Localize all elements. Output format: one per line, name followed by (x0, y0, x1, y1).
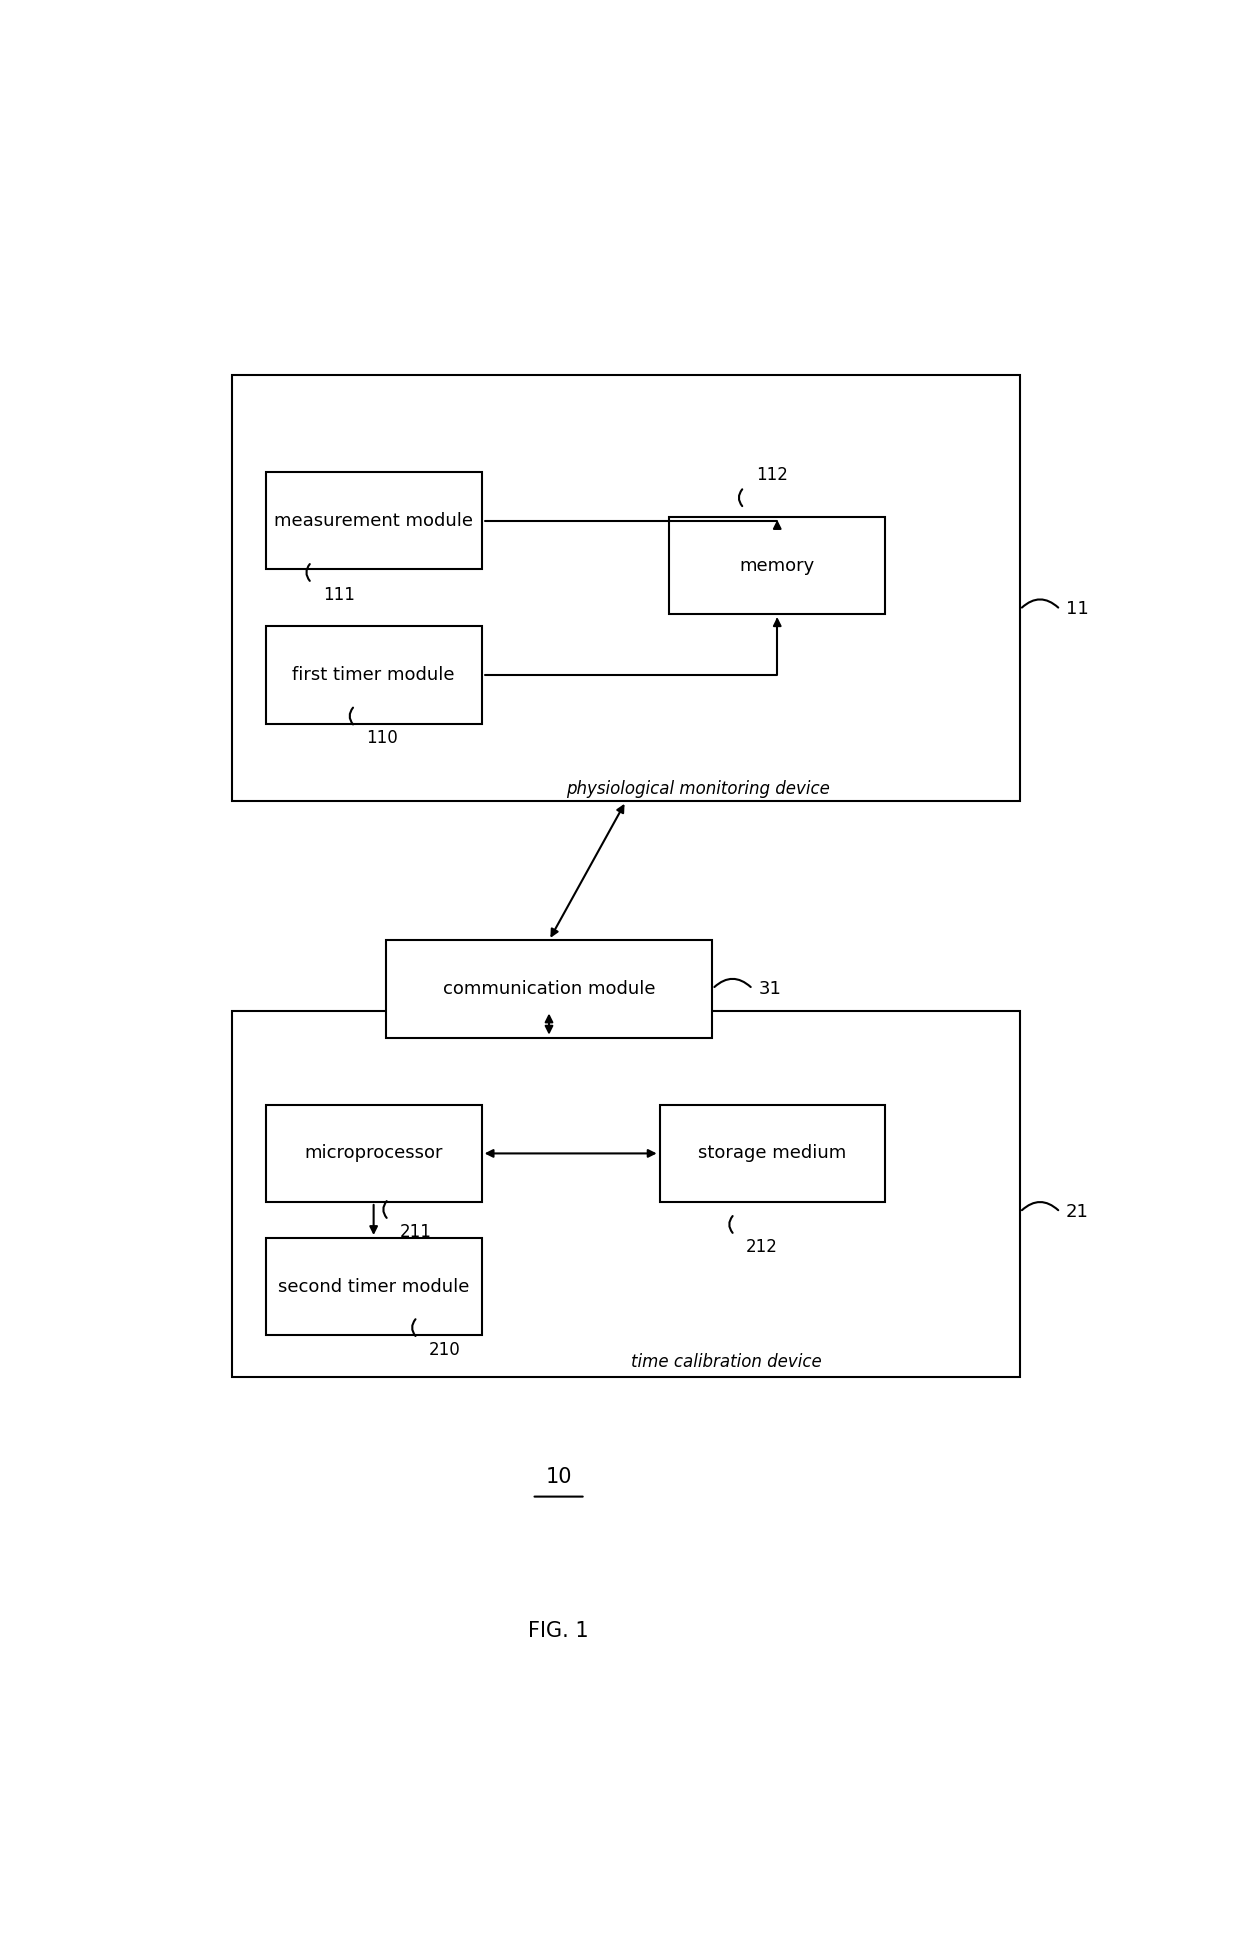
Text: 212: 212 (746, 1237, 777, 1256)
Text: 210: 210 (429, 1342, 460, 1359)
FancyBboxPatch shape (265, 472, 481, 569)
FancyBboxPatch shape (265, 1105, 481, 1202)
Text: measurement module: measurement module (274, 513, 474, 530)
Text: physiological monitoring device: physiological monitoring device (565, 781, 830, 798)
Text: memory: memory (739, 557, 815, 575)
Text: 211: 211 (401, 1223, 432, 1241)
Text: FIG. 1: FIG. 1 (528, 1622, 589, 1641)
Text: second timer module: second timer module (278, 1278, 469, 1295)
Text: 111: 111 (324, 586, 355, 604)
FancyBboxPatch shape (265, 627, 481, 724)
Text: microprocessor: microprocessor (304, 1144, 443, 1163)
Text: communication module: communication module (443, 981, 655, 998)
FancyBboxPatch shape (660, 1105, 885, 1202)
FancyBboxPatch shape (386, 940, 713, 1037)
Text: 31: 31 (759, 981, 781, 998)
Text: storage medium: storage medium (698, 1144, 847, 1163)
Text: 110: 110 (367, 730, 398, 748)
Text: 11: 11 (1066, 600, 1089, 618)
Text: 112: 112 (755, 466, 787, 484)
Text: 10: 10 (546, 1466, 572, 1488)
FancyBboxPatch shape (670, 517, 885, 614)
Text: 21: 21 (1066, 1204, 1089, 1222)
FancyBboxPatch shape (265, 1237, 481, 1334)
Text: first timer module: first timer module (293, 666, 455, 684)
Text: time calibration device: time calibration device (631, 1354, 822, 1371)
